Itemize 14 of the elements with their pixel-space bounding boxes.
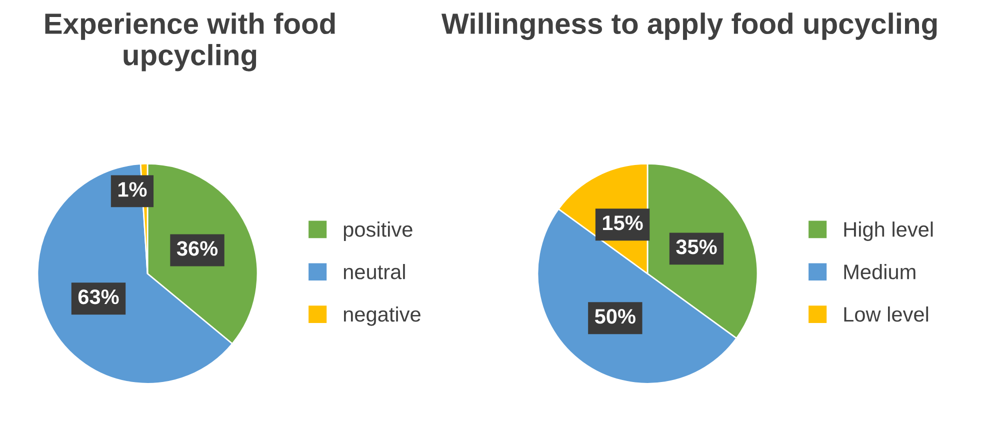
- legend-label: Medium: [844, 264, 916, 280]
- data-label: 15%: [602, 216, 643, 230]
- data-label: 36%: [176, 241, 218, 256]
- chart-title: Experience with food upcycling: [45, 12, 335, 72]
- legend-label: High level: [844, 222, 933, 241]
- legend-label: Low level: [844, 306, 928, 322]
- data-label: 50%: [594, 308, 636, 324]
- data-label: 1%: [118, 182, 147, 197]
- legend-label: positive: [344, 222, 412, 241]
- chart-title: Willingness to apply food upcycling: [441, 12, 937, 40]
- data-label: 63%: [78, 289, 119, 304]
- legend-label: negative: [344, 306, 420, 326]
- legend-label: neutral: [344, 264, 405, 280]
- data-label: 35%: [676, 240, 717, 254]
